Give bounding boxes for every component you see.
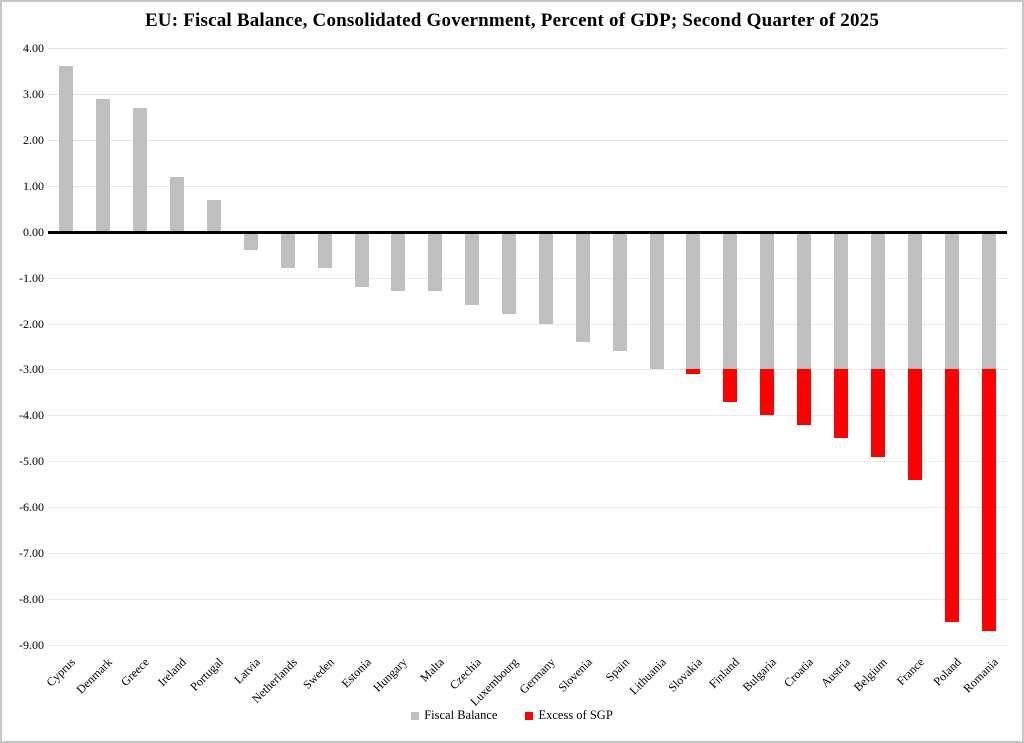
bar-luxembourg bbox=[502, 231, 517, 315]
y-tick-label: 3.00 bbox=[23, 86, 44, 101]
bar-netherlands bbox=[280, 231, 295, 269]
bar-malta bbox=[428, 231, 443, 292]
y-tick-label: 1.00 bbox=[23, 178, 44, 193]
y-tick-label: -9.00 bbox=[19, 638, 44, 652]
y-tick-label: -4.00 bbox=[19, 408, 44, 423]
bar-excess-bulgaria bbox=[760, 369, 775, 416]
bar-excess-poland bbox=[944, 369, 959, 623]
gridline bbox=[48, 139, 1007, 141]
gridline bbox=[48, 93, 1007, 95]
y-tick-label: -8.00 bbox=[19, 592, 44, 607]
bar-poland bbox=[944, 231, 959, 370]
bar-sweden bbox=[317, 231, 332, 269]
bar-slovakia bbox=[686, 231, 701, 370]
bar-finland bbox=[723, 231, 738, 370]
bar-excess-austria bbox=[834, 369, 849, 439]
legend-item-excess-sgp: Excess of SGP bbox=[525, 708, 613, 723]
y-tick-label: 0.00 bbox=[23, 224, 44, 239]
bar-lithuania bbox=[649, 231, 664, 370]
bar-cyprus bbox=[59, 66, 74, 232]
bar-ireland bbox=[170, 176, 185, 232]
bar-excess-croatia bbox=[797, 369, 812, 425]
gridline bbox=[48, 507, 1007, 509]
y-tick-label: -2.00 bbox=[19, 316, 44, 331]
gridline bbox=[48, 553, 1007, 555]
y-tick-label: -7.00 bbox=[19, 546, 44, 561]
bar-portugal bbox=[206, 199, 221, 232]
gridline bbox=[48, 369, 1007, 371]
chart-title: EU: Fiscal Balance, Consolidated Governm… bbox=[144, 10, 880, 31]
gridline bbox=[48, 277, 1007, 279]
bar-excess-romania bbox=[981, 369, 996, 632]
bar-bulgaria bbox=[760, 231, 775, 370]
gridline bbox=[48, 323, 1007, 325]
y-tick-label: -5.00 bbox=[19, 454, 44, 469]
bar-croatia bbox=[797, 231, 812, 370]
y-tick-label: -3.00 bbox=[19, 362, 44, 377]
bar-excess-finland bbox=[723, 369, 738, 402]
legend-item-fiscal-balance: Fiscal Balance bbox=[411, 708, 497, 723]
fiscal-balance-swatch-icon bbox=[411, 711, 420, 720]
y-tick-label: 4.00 bbox=[23, 41, 44, 55]
bar-spain bbox=[612, 231, 627, 352]
legend: Fiscal Balance Excess of SGP bbox=[2, 708, 1022, 723]
gridline bbox=[48, 599, 1007, 601]
bar-latvia bbox=[243, 231, 258, 251]
bar-slovenia bbox=[575, 231, 590, 342]
bar-hungary bbox=[391, 231, 406, 292]
y-tick-label: -1.00 bbox=[19, 270, 44, 285]
bar-czechia bbox=[465, 231, 480, 306]
excess-sgp-swatch-icon bbox=[525, 711, 534, 720]
bar-germany bbox=[538, 231, 553, 324]
zero-axis-line bbox=[48, 230, 1007, 234]
gridline bbox=[48, 48, 1007, 49]
bar-austria bbox=[834, 231, 849, 370]
bar-romania bbox=[981, 231, 996, 370]
y-tick-label: -6.00 bbox=[19, 500, 44, 515]
y-tick-label: 2.00 bbox=[23, 132, 44, 147]
legend-label-excess-sgp: Excess of SGP bbox=[538, 708, 613, 722]
gridline bbox=[48, 461, 1007, 463]
bar-excess-france bbox=[907, 369, 922, 480]
bar-belgium bbox=[870, 231, 885, 370]
bar-greece bbox=[133, 107, 148, 232]
gridline bbox=[48, 185, 1007, 187]
legend-label-fiscal-balance: Fiscal Balance bbox=[424, 708, 498, 722]
gridline bbox=[48, 415, 1007, 417]
bar-france bbox=[907, 231, 922, 370]
bar-estonia bbox=[354, 231, 369, 287]
bar-excess-belgium bbox=[870, 369, 885, 457]
gridline bbox=[48, 645, 1007, 646]
bar-denmark bbox=[96, 98, 111, 232]
bar-excess-slovakia bbox=[686, 369, 701, 375]
